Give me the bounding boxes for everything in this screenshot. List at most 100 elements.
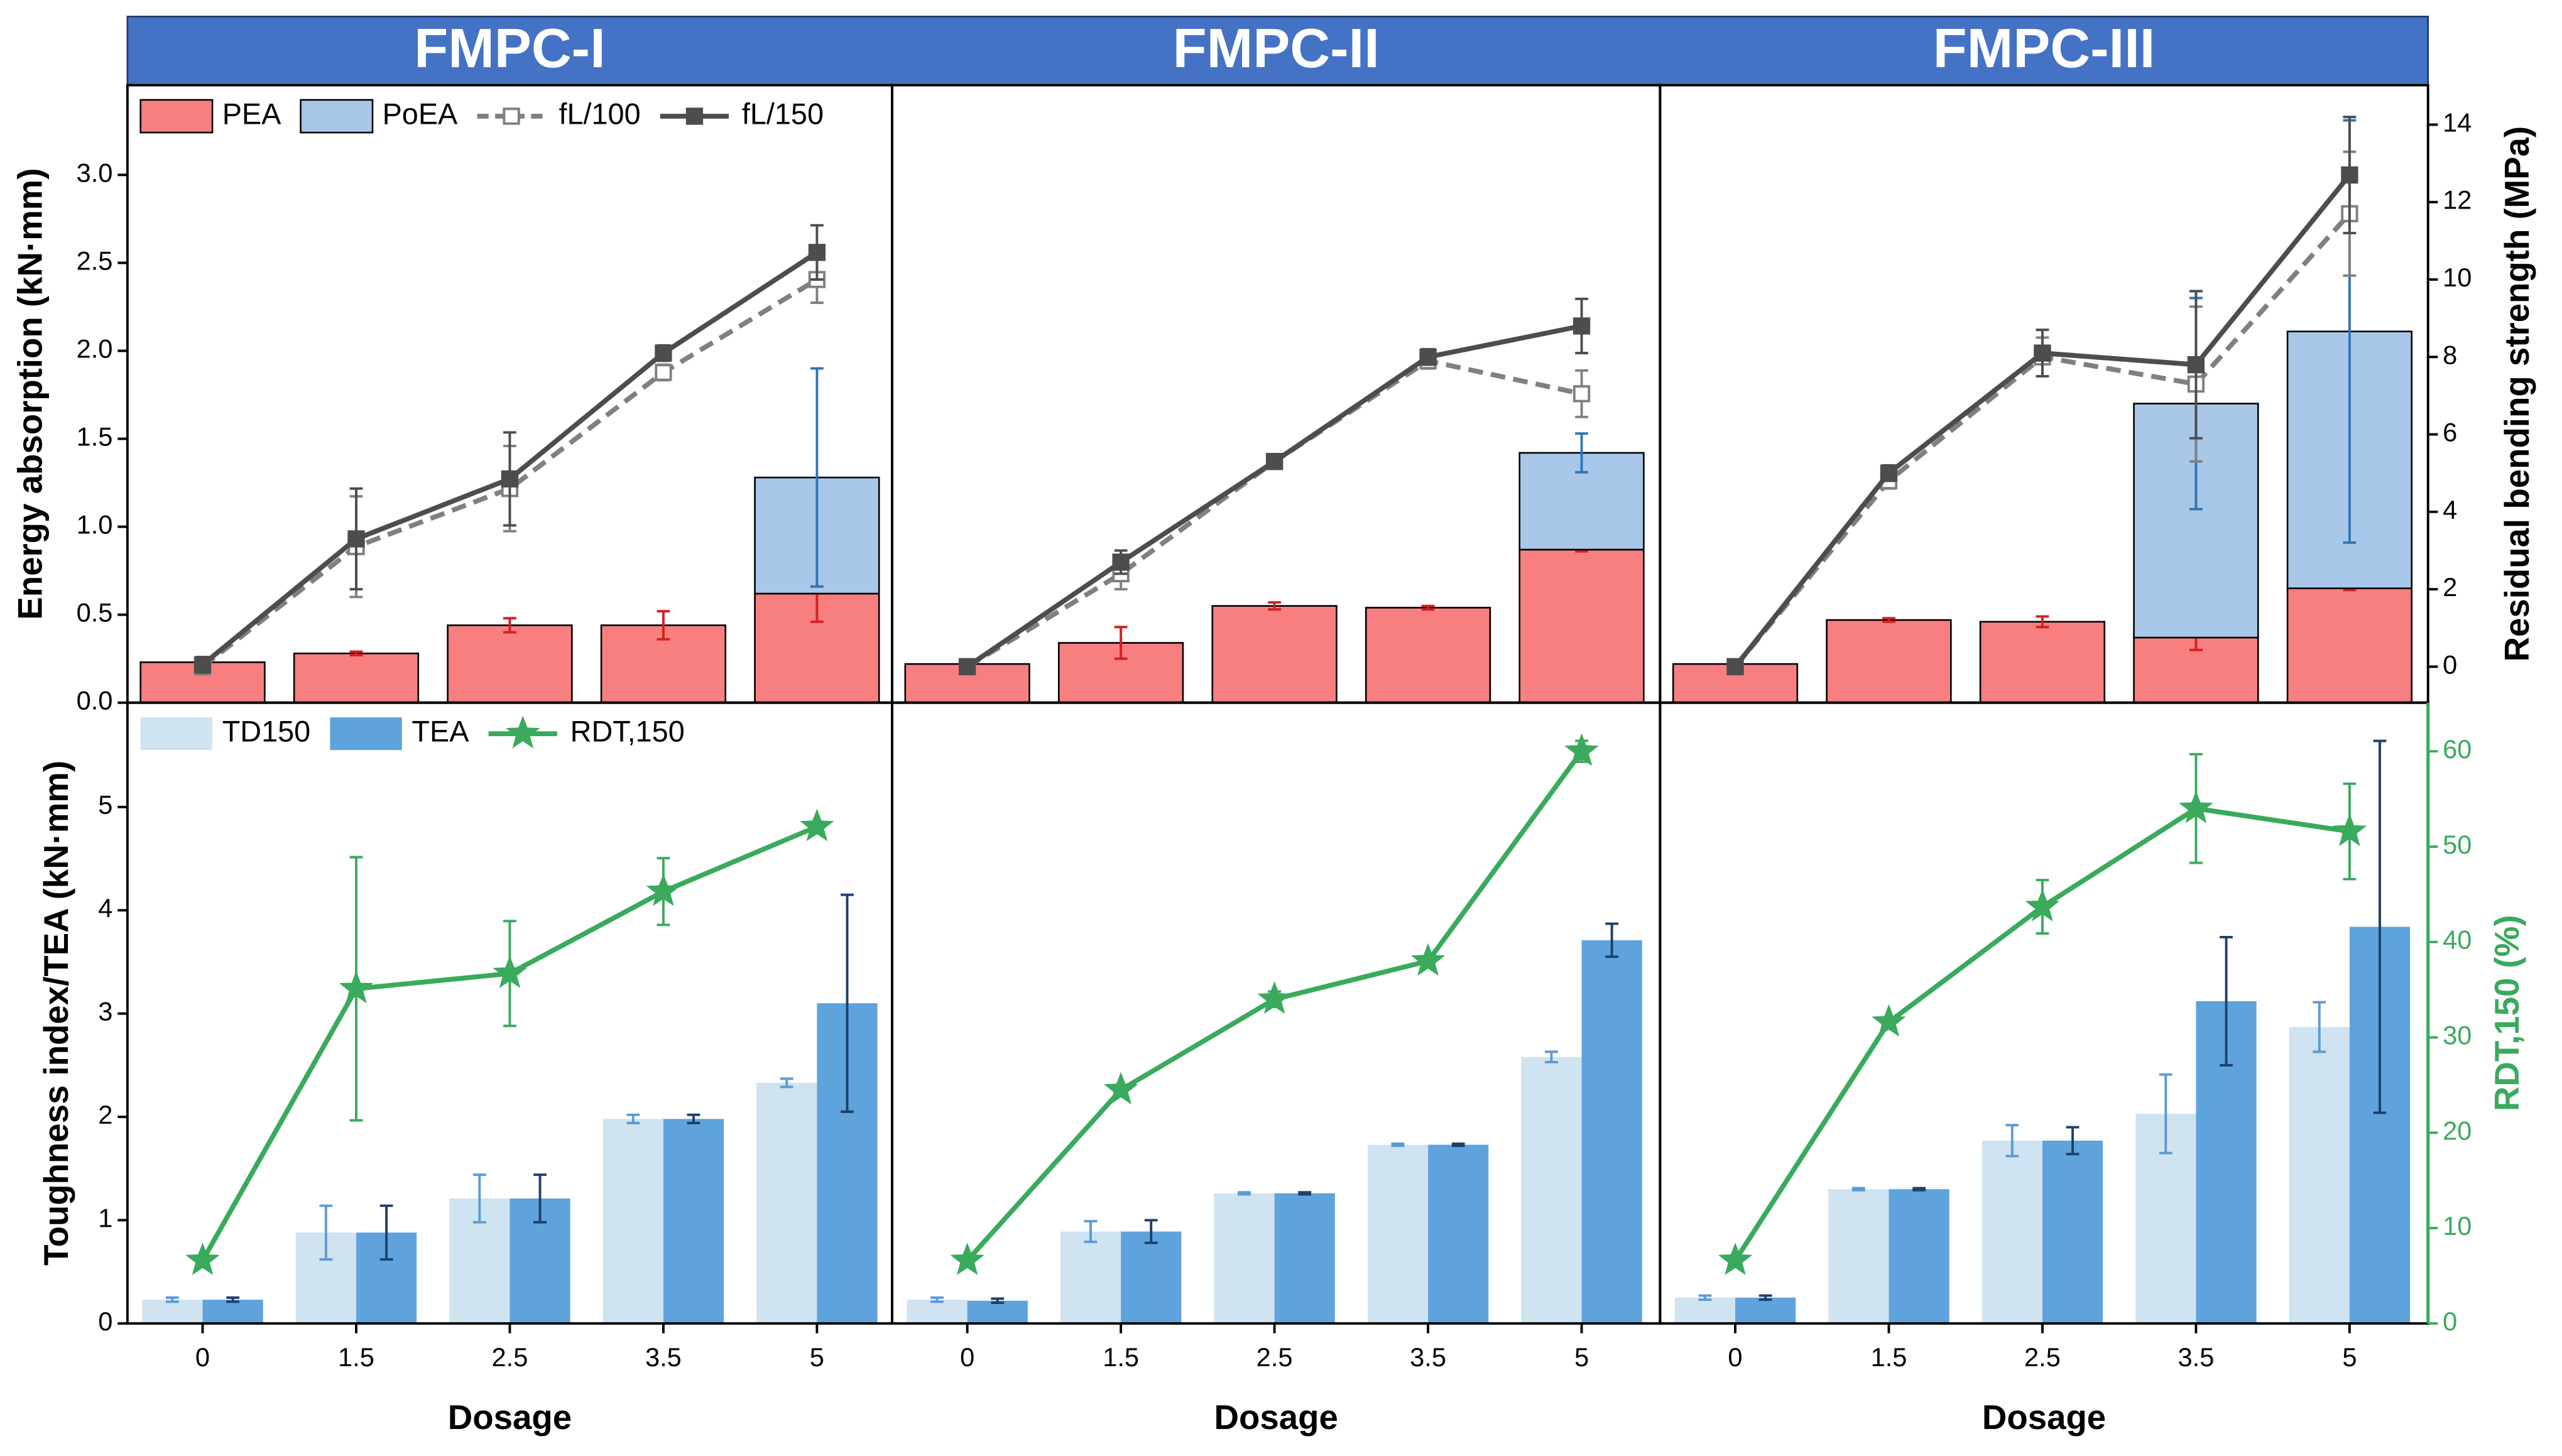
error-bar <box>1698 1294 1712 1301</box>
marker <box>339 970 374 1004</box>
legend-label: TEA <box>412 715 469 747</box>
error-bar <box>1758 1294 1772 1301</box>
bar <box>447 624 573 704</box>
error-bar <box>349 650 363 657</box>
error-bar <box>1238 1191 1251 1196</box>
x-tick-label: 0 <box>960 1342 974 1372</box>
legend-label: fL/100 <box>559 97 641 130</box>
x-tick-label: 3.5 <box>645 1342 682 1372</box>
error-bar <box>1298 1191 1312 1196</box>
y2-axis-label: Residual bending strength (MPa) <box>2498 126 2536 662</box>
x-tick-label: 2.5 <box>2024 1342 2061 1372</box>
y2-tick-label: 8 <box>2443 340 2457 369</box>
y2-axis-label: RDT,150 (%) <box>2488 915 2526 1112</box>
error-bar <box>1451 1142 1465 1148</box>
y2-tick-label: 6 <box>2443 418 2457 447</box>
bar <box>1367 1144 1429 1323</box>
marker <box>1257 981 1292 1014</box>
y2-tick-label: 0 <box>2443 649 2457 679</box>
y-tick-label: 2.0 <box>77 334 113 364</box>
y-tick-label: 1.0 <box>77 510 113 540</box>
x-tick-label: 1.5 <box>1103 1342 1139 1372</box>
marker <box>2025 888 2060 921</box>
y2-tick-label: 0 <box>2443 1307 2457 1336</box>
error-bar <box>1421 604 1435 611</box>
bar <box>202 1300 263 1323</box>
bar <box>1428 1144 1489 1323</box>
marker <box>1419 348 1437 366</box>
marker <box>2179 790 2213 823</box>
legend-label: PoEA <box>383 97 458 130</box>
x-tick-label: 0 <box>1728 1342 1742 1372</box>
marker <box>1265 453 1284 470</box>
y-tick-label: 3.0 <box>77 158 113 187</box>
marker <box>2332 813 2367 846</box>
bar <box>1214 1193 1275 1323</box>
y-tick-label: 0.0 <box>77 686 113 715</box>
line <box>200 824 818 1262</box>
y2-tick-label: 30 <box>2443 1021 2472 1050</box>
bar <box>967 1300 1028 1323</box>
y2-tick-label: 10 <box>2443 263 2472 292</box>
y2-tick-label: 2 <box>2443 572 2457 602</box>
bar <box>907 1300 968 1323</box>
error-bar <box>1084 1220 1098 1244</box>
x-tick-label: 5 <box>2342 1342 2357 1372</box>
x-tick-label: 2.5 <box>492 1342 528 1372</box>
bar <box>1211 605 1338 704</box>
x-tick-label: 2.5 <box>1256 1342 1293 1372</box>
marker <box>685 107 704 125</box>
y-tick-label: 0.5 <box>77 598 113 627</box>
bar <box>293 652 420 704</box>
marker <box>2034 344 2051 362</box>
x-tick-label: 5 <box>1574 1342 1589 1372</box>
bar <box>1735 1297 1796 1323</box>
error-bar <box>2066 1126 2080 1156</box>
legend-label: RDT,150 <box>570 715 685 747</box>
marker <box>655 364 672 381</box>
bar <box>1979 621 2106 704</box>
error-bar <box>1912 1187 1926 1192</box>
error-bar <box>165 1296 179 1303</box>
error-bar <box>1545 1050 1558 1063</box>
marker <box>194 656 212 673</box>
bar <box>1060 1231 1121 1323</box>
y-tick-label: 2 <box>98 1100 112 1129</box>
bar <box>2286 587 2413 704</box>
bar <box>1121 1231 1182 1323</box>
error-bar <box>930 1296 944 1303</box>
x-tick-label: 1.5 <box>338 1342 374 1372</box>
error-bar <box>2159 1073 2172 1154</box>
error-bar <box>1144 1219 1158 1244</box>
error-bar <box>2373 739 2387 1114</box>
panel-title: FMPC-II <box>1173 17 1380 79</box>
y-tick-label: 3 <box>98 997 112 1026</box>
bar <box>663 1119 724 1323</box>
header-band <box>126 16 2429 86</box>
error-bar <box>226 1296 240 1303</box>
error-bar <box>1268 601 1282 611</box>
marker <box>1564 733 1599 766</box>
marker <box>646 873 681 906</box>
panel-title: FMPC-I <box>414 17 605 79</box>
marker <box>655 344 672 362</box>
bar <box>1581 940 1642 1323</box>
marker <box>1103 1072 1138 1105</box>
bar <box>1889 1189 1949 1323</box>
error-bar <box>1391 1142 1405 1148</box>
y-axis-label: Energy absorption (kN·mm) <box>11 168 49 620</box>
marker <box>2187 356 2205 374</box>
error-bar <box>1575 432 1588 474</box>
marker <box>185 1242 220 1275</box>
bar <box>1518 548 1645 704</box>
error-bar <box>991 1297 1005 1305</box>
y2-tick-label: 10 <box>2443 1211 2472 1241</box>
marker <box>1872 1004 1906 1037</box>
legend-label: fL/150 <box>742 97 824 130</box>
y2-tick-label: 14 <box>2443 107 2472 137</box>
bar <box>756 1082 817 1323</box>
error-bar <box>2220 936 2233 1067</box>
marker <box>503 107 520 125</box>
marker <box>2341 166 2358 184</box>
legend-label: PEA <box>222 97 281 130</box>
